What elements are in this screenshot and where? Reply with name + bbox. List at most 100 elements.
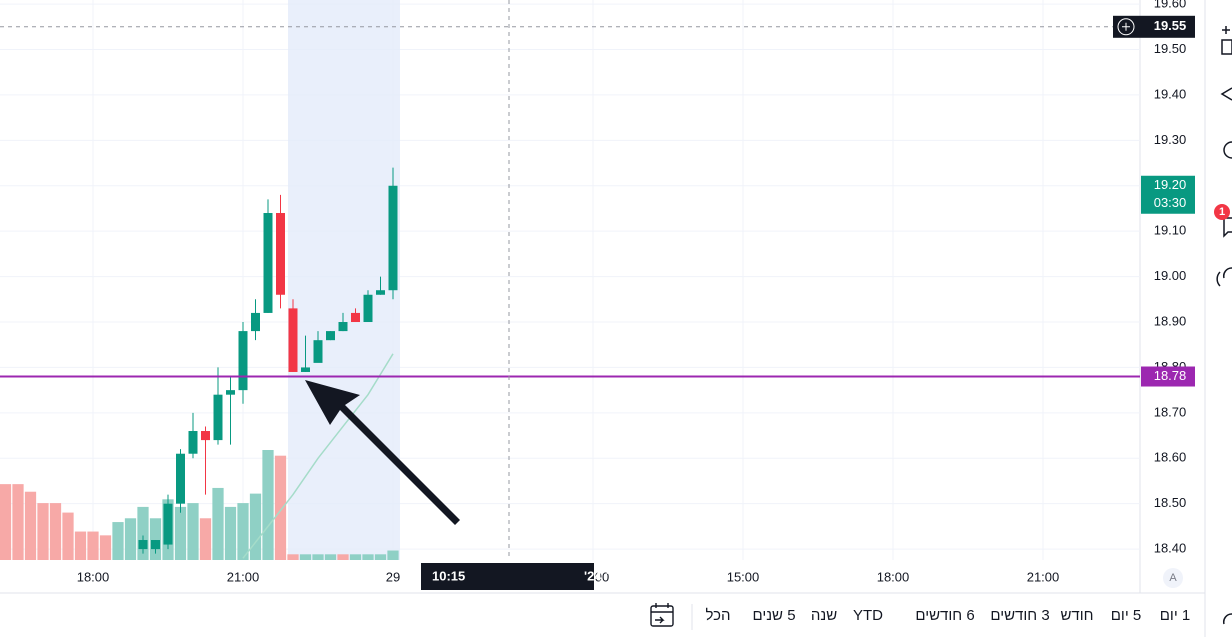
volume-bar [187, 503, 199, 560]
volume-bar [12, 484, 24, 560]
candle-body [251, 312, 260, 332]
volume-bar [287, 554, 299, 560]
volume-bar [112, 522, 124, 560]
volume-bar [224, 506, 237, 560]
range-bar: 1 יום 5 יום חודש 3 חודשים 6 חודשים YTD שנה 5 שנ… [705, 607, 1190, 624]
highlight-range [288, 0, 400, 560]
range-button[interactable]: 3 חודשים [990, 607, 1049, 624]
last-price-tag [1141, 175, 1195, 214]
candle-body [176, 453, 185, 504]
volume-bar [99, 535, 112, 560]
candle-body [151, 540, 160, 550]
volume-bar [149, 518, 162, 560]
range-button[interactable]: YTD [853, 607, 883, 624]
candle-body [238, 331, 248, 391]
auto-scale-button[interactable] [1163, 568, 1183, 588]
candle-body [201, 431, 210, 441]
volume-bar [249, 493, 262, 560]
volume-bar [237, 503, 249, 560]
y-tick-label: 19.60 [1154, 0, 1187, 11]
volume-bar [137, 506, 149, 560]
range-button[interactable]: 5 יום [1111, 607, 1141, 624]
candle-body [288, 308, 298, 372]
broadcast-icon[interactable] [1216, 267, 1232, 287]
x-tick-label: 29 [386, 569, 400, 584]
volume-bar [174, 506, 187, 560]
volume-bar [24, 491, 37, 560]
y-tick-label: 19.10 [1154, 223, 1187, 238]
alerts-badge [1214, 204, 1230, 220]
volume-bar [212, 487, 224, 560]
volume-bar [362, 554, 374, 560]
candle-body [226, 390, 235, 395]
volume-bar [62, 512, 74, 560]
candle-body [301, 367, 310, 372]
volume-bar [274, 455, 287, 560]
y-tick-label: 19.30 [1154, 132, 1187, 147]
arrow-annotation [305, 380, 460, 525]
x-tick-label: 21:00 [1027, 569, 1060, 584]
candle-body [276, 213, 285, 295]
crosshair-price-tag [1113, 15, 1195, 38]
candle-body [363, 294, 373, 323]
x-tick-label: 21:00 [227, 569, 260, 584]
x-tick-label: 18:00 [77, 569, 110, 584]
y-tick-label: 18.90 [1154, 313, 1187, 328]
side-toolbar [1216, 26, 1232, 625]
volume-bar [87, 531, 99, 560]
range-button[interactable]: הכל [705, 607, 730, 624]
layers-icon[interactable] [1220, 87, 1232, 101]
volume-bar [199, 518, 212, 560]
volume-bar [349, 554, 362, 560]
range-button[interactable]: חודש [1060, 607, 1093, 624]
countdown-label: 03:30 [1154, 195, 1187, 210]
horizontal-line-label: 18.78 [1154, 368, 1187, 383]
volume-bar [37, 503, 49, 560]
add-icon[interactable] [1221, 26, 1232, 55]
y-tick-label: 19.40 [1154, 86, 1187, 101]
volume-bar [324, 554, 337, 560]
candle-body [351, 312, 360, 323]
candle-body [326, 331, 335, 341]
range-button[interactable]: שנה [811, 607, 837, 624]
range-button[interactable]: 1 יום [1160, 607, 1190, 624]
candle-body [376, 290, 385, 295]
y-tick-label: 18.60 [1154, 450, 1187, 465]
y-tick-label: 19.00 [1154, 268, 1187, 283]
crosshair-time: 10:15 [432, 568, 465, 583]
candle-body [188, 431, 198, 454]
y-tick-label: 18.50 [1154, 495, 1187, 510]
range-button[interactable]: 6 חודשים [915, 607, 974, 624]
help-icon[interactable] [1223, 613, 1232, 625]
volume-bar [262, 450, 274, 560]
volume-bar [49, 503, 62, 560]
last-price-label: 19.20 [1154, 177, 1187, 192]
volume-bar [387, 550, 399, 560]
compare-icon[interactable] [650, 603, 674, 627]
chat-icon[interactable] [1223, 141, 1232, 159]
volume-bar [124, 518, 137, 560]
volume-bar [0, 484, 12, 560]
plot: 18.4018.5018.6018.7018.8018.9019.0019.10… [0, 0, 1195, 590]
candle-body [338, 322, 348, 332]
y-tick-label: 18.70 [1154, 404, 1187, 419]
alerts-badge-text: 1 [1219, 206, 1225, 218]
candle-body [313, 340, 323, 363]
volume-bar [74, 531, 87, 560]
range-button[interactable]: 5 שנים [752, 607, 795, 624]
volume-bar [299, 554, 312, 560]
x-tick-label: 15:00 [727, 569, 760, 584]
y-tick-label: 19.50 [1154, 41, 1187, 56]
x-tick-label: 18:00 [877, 569, 910, 584]
candle-body [138, 540, 148, 550]
auto-scale-label[interactable]: A [1169, 572, 1177, 584]
crosshair-plus [1117, 18, 1135, 36]
volume-bar [374, 554, 387, 560]
crosshair-plus-sign [1122, 22, 1130, 31]
horizontal-line-tag [1141, 366, 1195, 387]
moving-average [242, 353, 394, 559]
volume-bar [337, 554, 349, 560]
crosshair-date: יום ג׳ 29 אוק׳ 24' [584, 568, 686, 583]
